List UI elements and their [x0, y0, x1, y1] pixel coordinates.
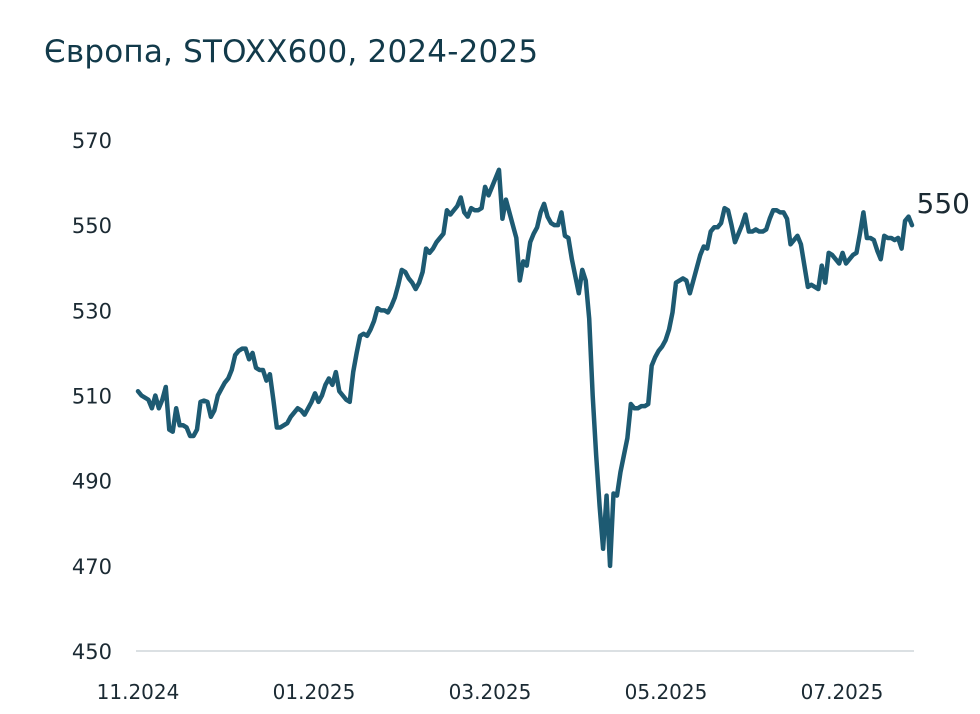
y-tick-label: 570: [72, 129, 112, 153]
x-tick-label: 01.2025: [273, 680, 356, 704]
chart-title: Європа, STOXX600, 2024-2025: [44, 34, 539, 70]
y-tick-label: 470: [72, 555, 112, 579]
x-tick-label: 03.2025: [449, 680, 532, 704]
x-axis-ticks: 11.2024 01.2025 03.2025 05.2025 07.2025: [97, 680, 884, 704]
last-value-label: 550: [917, 187, 970, 220]
x-tick-label: 11.2024: [97, 680, 180, 704]
y-tick-label: 490: [72, 470, 112, 494]
series-line: [135, 167, 915, 569]
y-tick-label: 550: [72, 214, 112, 238]
y-tick-label: 450: [72, 640, 112, 664]
y-axis-ticks: 450 470 490 510 530 550 570: [72, 129, 112, 664]
x-tick-label: 05.2025: [625, 680, 708, 704]
y-tick-label: 510: [72, 385, 112, 409]
y-tick-label: 530: [72, 299, 112, 323]
x-tick-label: 07.2025: [801, 680, 884, 704]
